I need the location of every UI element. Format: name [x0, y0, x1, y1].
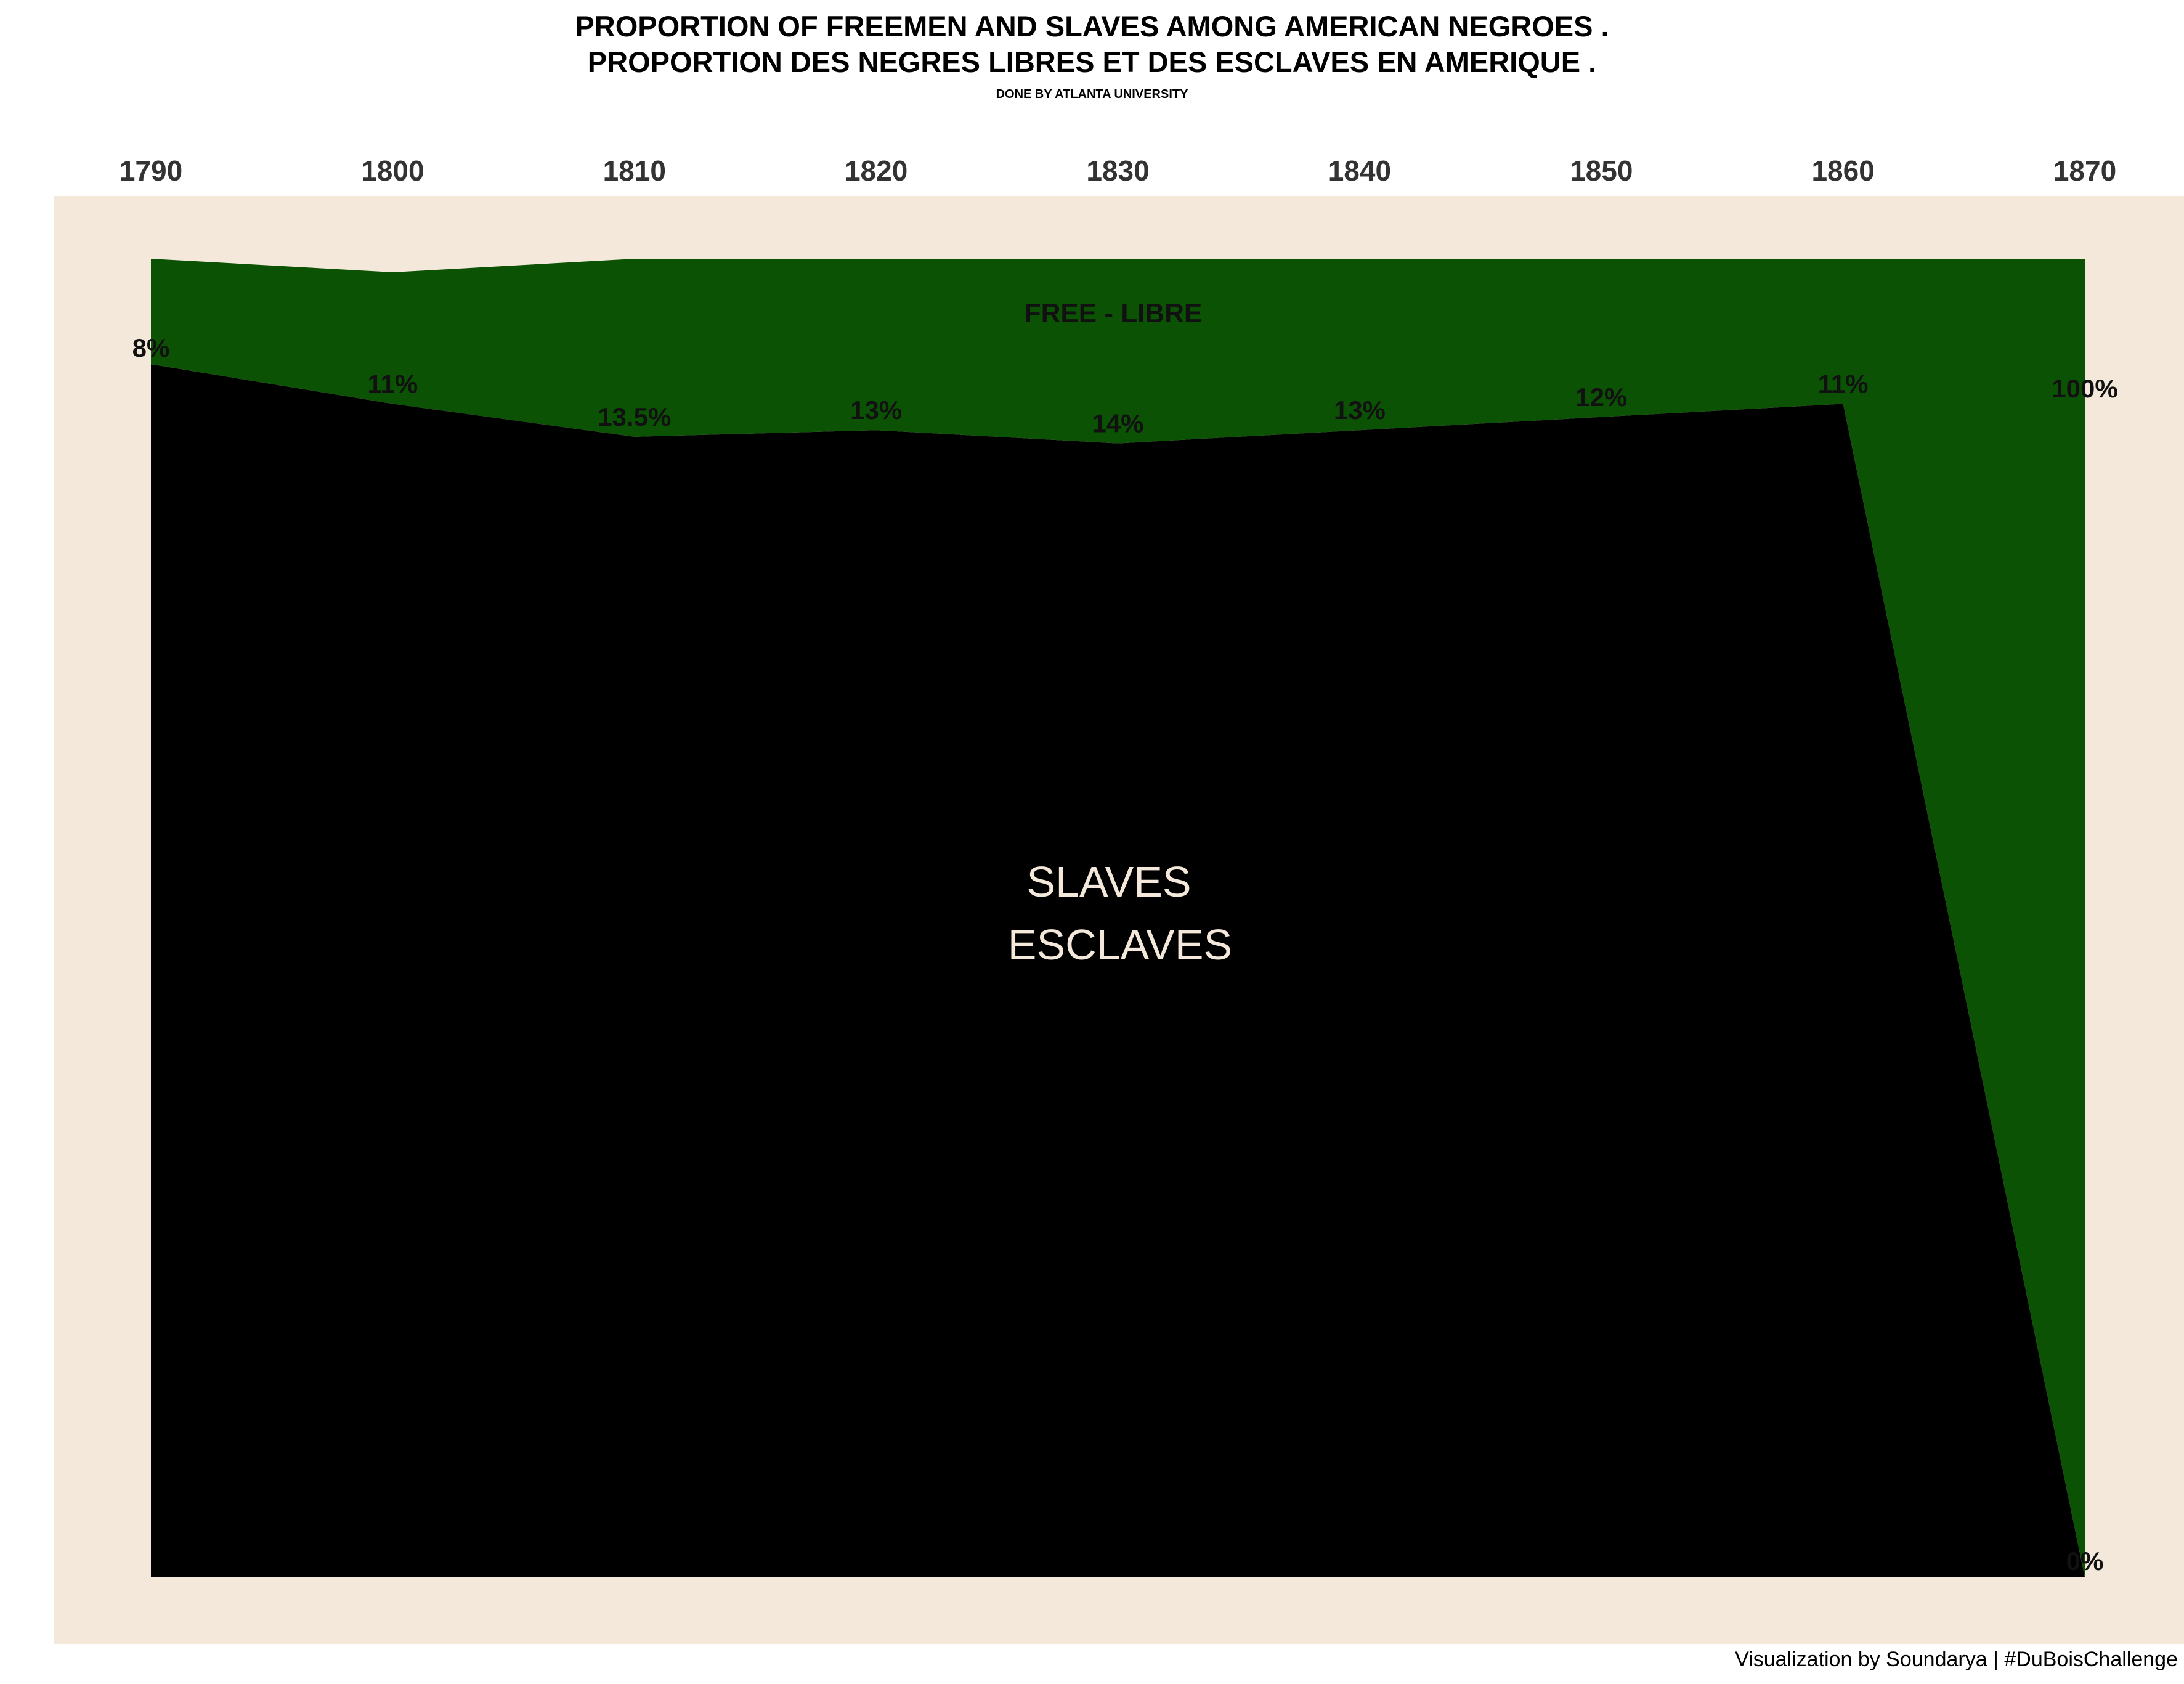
free-percent-label: 100%: [2052, 374, 2117, 403]
slave-end-percent-label: 0%: [2066, 1547, 2104, 1576]
free-region-label: FREE - LIBRE: [1025, 298, 1202, 328]
free-percent-label: 14%: [1092, 409, 1143, 438]
x-tick-label-1800: 1800: [361, 155, 424, 187]
percent-labels: 8% 11% 13.5% 13% 14% 13% 12% 11% 100% 0%: [132, 333, 2118, 1576]
free-area: [151, 259, 2085, 1577]
x-tick-label-1810: 1810: [603, 155, 666, 187]
free-percent-label: 13%: [850, 396, 902, 425]
chart-subtitle: DONE BY ATLANTA UNIVERSITY: [996, 87, 1188, 101]
x-tick-label-1870: 1870: [2053, 155, 2116, 187]
slaves-region-label: SLAVES: [1026, 858, 1191, 906]
x-tick-label-1850: 1850: [1570, 155, 1633, 187]
x-tick-label-1820: 1820: [845, 155, 907, 187]
x-tick-label-1840: 1840: [1328, 155, 1391, 187]
credit-text: Visualization by Soundarya | #DuBoisChal…: [1735, 1648, 2178, 1671]
free-percent-label: 13.5%: [598, 402, 671, 431]
slaves-area: [151, 364, 2085, 1578]
x-tick-labels: 1790 1800 1810 1820 1830 1840 1850 1860 1870: [120, 155, 2116, 187]
free-percent-label: 8%: [132, 333, 170, 362]
free-percent-label: 11%: [1818, 369, 1869, 398]
x-tick-label-1830: 1830: [1086, 155, 1149, 187]
chart-title-english: PROPORTION OF FREEMEN AND SLAVES AMONG A…: [575, 10, 1609, 43]
esclaves-region-label: ESCLAVES: [1008, 921, 1232, 969]
free-percent-label: 12%: [1575, 383, 1627, 412]
free-percent-label: 13%: [1334, 396, 1386, 425]
title-block: PROPORTION OF FREEMEN AND SLAVES AMONG A…: [0, 9, 2184, 102]
chart-title-french: PROPORTION DES NEGRES LIBRES ET DES ESCL…: [587, 46, 1597, 78]
x-tick-label-1860: 1860: [1811, 155, 1874, 187]
x-tick-label-1790: 1790: [120, 155, 182, 187]
free-percent-label: 11%: [368, 369, 418, 398]
